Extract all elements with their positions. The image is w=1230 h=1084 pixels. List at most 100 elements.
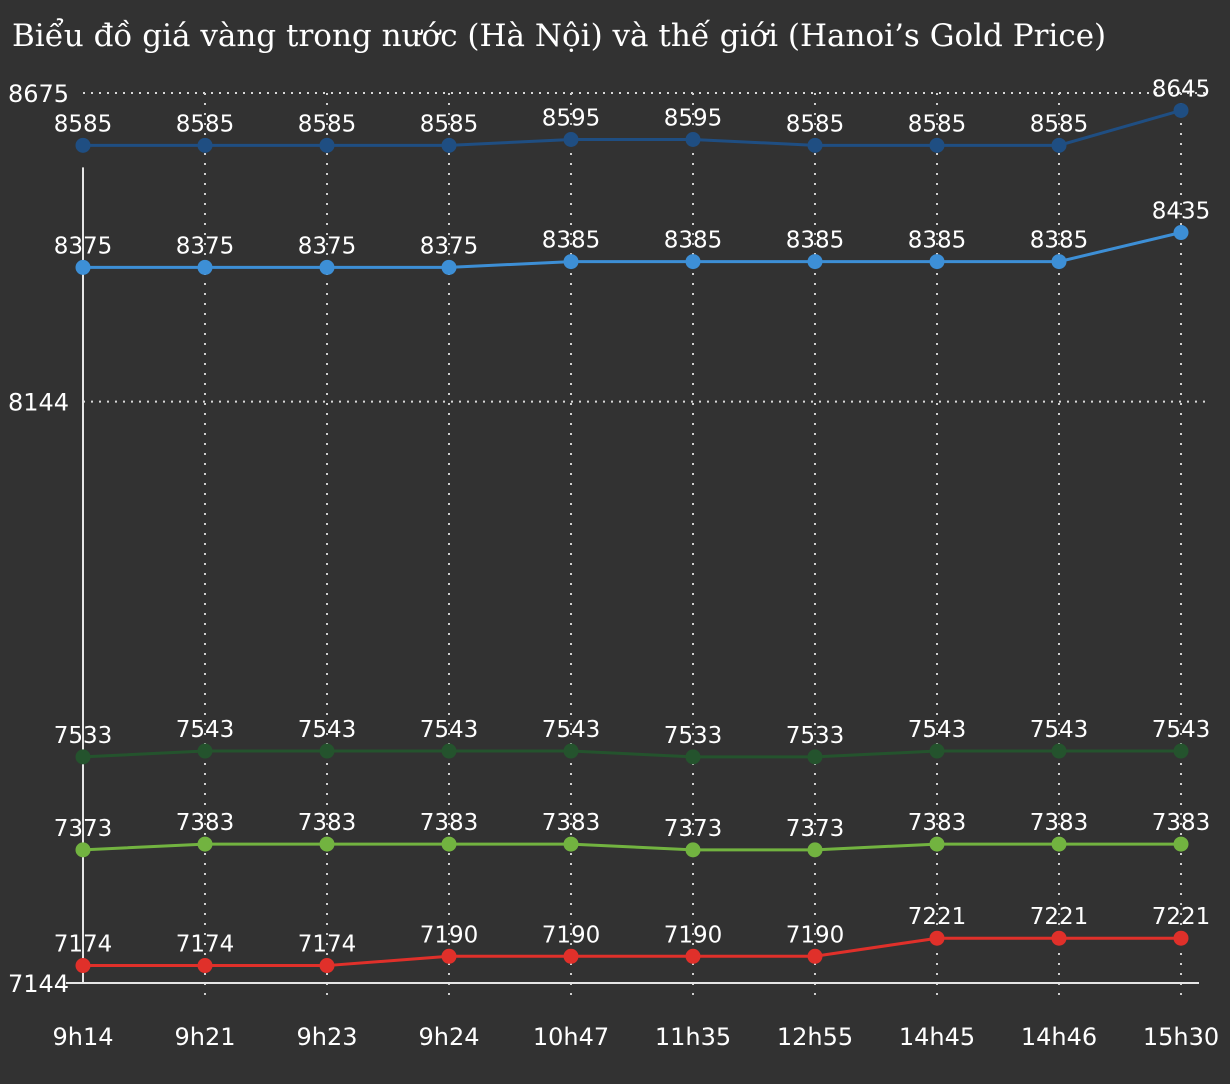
chart-title: Biểu đồ giá vàng trong nước (Hà Nội) và …	[12, 18, 1107, 54]
data-label-0-9: 8645	[1152, 76, 1211, 102]
data-label-0-8: 8585	[1030, 111, 1089, 137]
data-point-2-9	[1173, 743, 1189, 759]
data-point-3-7	[929, 836, 945, 852]
data-point-3-1	[197, 836, 213, 852]
data-point-1-7	[929, 254, 945, 270]
data-point-4-1	[197, 958, 213, 974]
data-point-1-4	[563, 254, 579, 270]
data-label-1-5: 8385	[664, 228, 723, 254]
data-point-3-0	[75, 842, 91, 858]
data-point-4-2	[319, 958, 335, 974]
x-tick-label-7: 14h45	[899, 1023, 975, 1051]
data-label-0-0: 8585	[54, 111, 113, 137]
data-point-0-9	[1173, 102, 1189, 118]
x-tick-label-9: 15h30	[1143, 1023, 1219, 1051]
data-point-4-4	[563, 948, 579, 964]
data-point-2-7	[929, 743, 945, 759]
data-point-2-4	[563, 743, 579, 759]
data-label-3-5: 7373	[664, 816, 723, 842]
data-point-1-6	[807, 254, 823, 270]
data-point-0-3	[441, 137, 457, 153]
data-label-4-7: 7221	[908, 904, 967, 930]
data-label-4-2: 7174	[298, 932, 357, 958]
data-label-0-5: 8595	[664, 106, 723, 132]
data-label-3-7: 7383	[908, 810, 967, 836]
x-tick-label-2: 9h23	[296, 1023, 357, 1051]
data-point-4-9	[1173, 930, 1189, 946]
data-label-2-7: 7543	[908, 717, 967, 743]
x-tick-label-1: 9h21	[174, 1023, 235, 1051]
data-label-2-4: 7543	[542, 717, 601, 743]
data-label-2-5: 7533	[664, 723, 723, 749]
series-line-4	[83, 936, 1181, 968]
data-label-1-0: 8375	[54, 233, 113, 259]
data-point-3-6	[807, 842, 823, 858]
data-point-1-3	[441, 259, 457, 275]
data-label-3-2: 7383	[298, 810, 357, 836]
data-point-2-2	[319, 743, 335, 759]
data-point-0-2	[319, 137, 335, 153]
data-point-4-6	[807, 948, 823, 964]
data-point-0-1	[197, 137, 213, 153]
series-line-0	[83, 108, 1182, 147]
data-label-4-4: 7190	[542, 922, 601, 948]
data-label-0-7: 8585	[908, 111, 967, 137]
data-label-4-9: 7221	[1152, 904, 1211, 930]
data-point-2-3	[441, 743, 457, 759]
data-label-2-8: 7543	[1030, 717, 1089, 743]
data-point-1-8	[1051, 254, 1067, 270]
data-point-3-9	[1173, 836, 1189, 852]
data-label-2-9: 7543	[1152, 717, 1211, 743]
data-label-4-8: 7221	[1030, 904, 1089, 930]
data-label-4-6: 7190	[786, 922, 845, 948]
data-label-3-8: 7383	[1030, 810, 1089, 836]
data-label-3-9: 7383	[1152, 810, 1211, 836]
data-label-3-6: 7373	[786, 816, 845, 842]
data-point-2-6	[807, 749, 823, 765]
data-point-4-5	[685, 948, 701, 964]
x-tick-label-8: 14h46	[1021, 1023, 1097, 1051]
data-point-2-8	[1051, 743, 1067, 759]
data-point-1-0	[75, 259, 91, 275]
data-point-1-2	[319, 259, 335, 275]
data-label-1-1: 8375	[176, 233, 235, 259]
data-point-0-4	[563, 132, 579, 148]
y-tick-label-1: 8144	[8, 389, 69, 417]
data-label-1-2: 8375	[298, 233, 357, 259]
data-label-4-0: 7174	[54, 932, 113, 958]
data-label-0-1: 8585	[176, 111, 235, 137]
x-tick-label-4: 10h47	[533, 1023, 609, 1051]
data-point-3-4	[563, 836, 579, 852]
data-point-4-0	[75, 958, 91, 974]
data-point-0-8	[1051, 137, 1067, 153]
data-point-3-3	[441, 836, 457, 852]
data-label-2-2: 7543	[298, 717, 357, 743]
data-label-2-6: 7533	[786, 723, 845, 749]
data-point-3-2	[319, 836, 335, 852]
data-label-3-4: 7383	[542, 810, 601, 836]
series-line-3	[82, 842, 1181, 852]
data-point-1-1	[197, 259, 213, 275]
data-label-3-0: 7373	[54, 816, 113, 842]
data-point-0-5	[685, 132, 701, 148]
data-point-2-0	[75, 749, 91, 765]
data-label-1-8: 8385	[1030, 228, 1089, 254]
data-label-0-4: 8595	[542, 106, 601, 132]
data-label-3-3: 7383	[420, 810, 479, 836]
data-label-1-6: 8385	[786, 228, 845, 254]
x-tick-label-3: 9h24	[418, 1023, 479, 1051]
data-label-1-9: 8435	[1152, 199, 1211, 225]
data-label-2-3: 7543	[420, 717, 479, 743]
data-point-4-7	[929, 930, 945, 946]
x-tick-label-6: 12h55	[777, 1023, 853, 1051]
data-point-4-8	[1051, 930, 1067, 946]
data-label-4-5: 7190	[664, 922, 723, 948]
data-point-1-9	[1173, 225, 1189, 241]
y-tick-label-0: 7144	[8, 970, 69, 998]
data-label-3-1: 7383	[176, 810, 235, 836]
data-point-0-7	[929, 137, 945, 153]
data-point-0-6	[807, 137, 823, 153]
x-tick-label-5: 11h35	[655, 1023, 731, 1051]
data-label-0-3: 8585	[420, 111, 479, 137]
